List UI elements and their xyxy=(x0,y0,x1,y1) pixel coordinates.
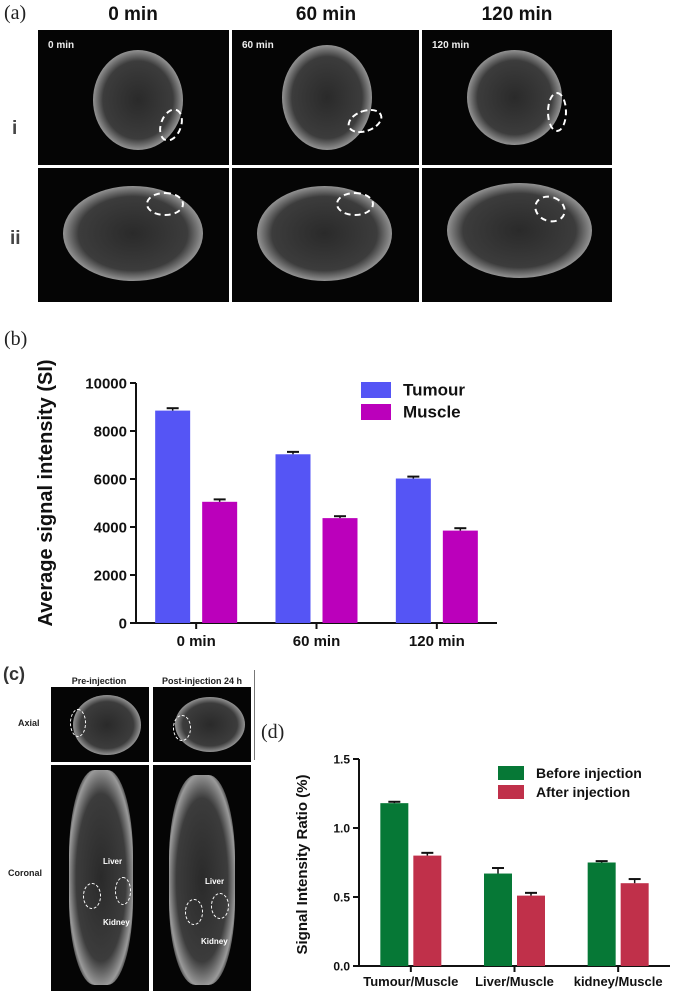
row-label-ii: ii xyxy=(10,228,21,249)
bar-before-injection xyxy=(587,862,616,966)
image-tag: 0 min xyxy=(48,40,75,51)
bar-tumour xyxy=(155,410,191,623)
tumour-roi xyxy=(547,92,567,132)
panel-d-label: (d) xyxy=(261,721,285,743)
mri-axial-ii-60min xyxy=(232,168,419,302)
bar-before-injection xyxy=(484,873,512,966)
panel-c-label: (c) xyxy=(3,664,25,684)
legend-label: Before injection xyxy=(536,765,642,781)
y-axis-label: Signal Intensity Ratio (%) xyxy=(294,774,311,954)
y-tick-label: 0 xyxy=(119,615,127,632)
bar-muscle xyxy=(322,518,358,623)
y-axis-label: Average signal intensity (SI) xyxy=(35,359,57,626)
bar-muscle xyxy=(442,530,478,623)
legend-swatch xyxy=(498,785,524,799)
legend-swatch xyxy=(361,404,391,420)
col-header-0min: 0 min xyxy=(108,4,158,25)
bar-tumour xyxy=(395,478,431,623)
tumour-roi xyxy=(70,709,86,737)
kidney-roi xyxy=(115,877,131,905)
x-tick-label: Liver/Muscle xyxy=(475,974,554,989)
bar-after-injection xyxy=(413,855,442,966)
liver-label: Liver xyxy=(205,877,225,886)
x-tick-label: 60 min xyxy=(293,633,341,650)
y-tick-label: 0.5 xyxy=(333,890,350,904)
mri-axial-ii-120min xyxy=(422,168,612,302)
legend-label: Muscle xyxy=(403,403,461,422)
panel-a-label: (a) xyxy=(4,2,27,24)
y-tick-label: 1.0 xyxy=(333,821,350,835)
y-tick-label: 2000 xyxy=(94,567,127,584)
col-header-pre-injection: Pre-injection xyxy=(71,676,127,686)
y-tick-label: 0.0 xyxy=(333,959,350,973)
y-tick-label: 6000 xyxy=(94,471,127,488)
liver-label: Liver xyxy=(103,857,123,866)
legend-swatch xyxy=(361,382,391,398)
mri-coronal-pre: Liver Kidney xyxy=(51,765,149,991)
image-tag: 120 min xyxy=(432,40,470,51)
col-header-post-injection: Post-injection 24 h xyxy=(161,676,242,686)
tumour-roi xyxy=(336,192,374,216)
kidney-roi xyxy=(83,883,101,909)
bar-muscle xyxy=(202,501,238,623)
bar-after-injection xyxy=(620,883,649,966)
mri-axial-post xyxy=(153,687,251,762)
row-label-i: i xyxy=(12,118,18,139)
kidney-roi xyxy=(185,899,203,925)
image-tag: 60 min xyxy=(242,40,274,51)
bar-tumour xyxy=(275,454,311,623)
mri-axial-i-60min: 60 min xyxy=(232,30,419,165)
kidney-label: Kidney xyxy=(103,918,130,927)
col-header-60min: 60 min xyxy=(295,4,357,25)
bar-before-injection xyxy=(380,803,409,966)
x-tick-label: kidney/Muscle xyxy=(574,974,663,989)
panel-b-label: (b) xyxy=(4,328,28,350)
x-tick-label: 120 min xyxy=(409,633,465,650)
y-tick-label: 4000 xyxy=(94,519,127,536)
mri-axial-i-0min: 0 min xyxy=(38,30,229,165)
x-tick-label: Tumour/Muscle xyxy=(363,974,458,989)
mri-axial-ii-0min xyxy=(38,168,229,302)
divider xyxy=(254,670,255,760)
tumour-roi xyxy=(146,192,184,216)
legend-label: Tumour xyxy=(403,381,465,400)
mri-axial-pre xyxy=(51,687,149,762)
x-tick-label: 0 min xyxy=(177,633,216,650)
kidney-label: Kidney xyxy=(201,937,228,946)
col-header-120min: 120 min xyxy=(481,4,553,25)
mri-axial-i-120min: 120 min xyxy=(422,30,612,165)
row-label-axial: Axial xyxy=(18,718,40,728)
tumour-roi xyxy=(173,715,191,741)
legend-swatch xyxy=(498,766,524,780)
bar-after-injection xyxy=(517,895,545,966)
y-tick-label: 10000 xyxy=(85,375,127,392)
y-tick-label: 8000 xyxy=(94,423,127,440)
row-label-coronal: Coronal xyxy=(8,868,43,878)
mri-coronal-post: Liver Kidney xyxy=(153,765,251,991)
legend-label: After injection xyxy=(536,784,630,800)
y-tick-label: 1.5 xyxy=(333,752,350,766)
kidney-roi xyxy=(211,893,229,919)
